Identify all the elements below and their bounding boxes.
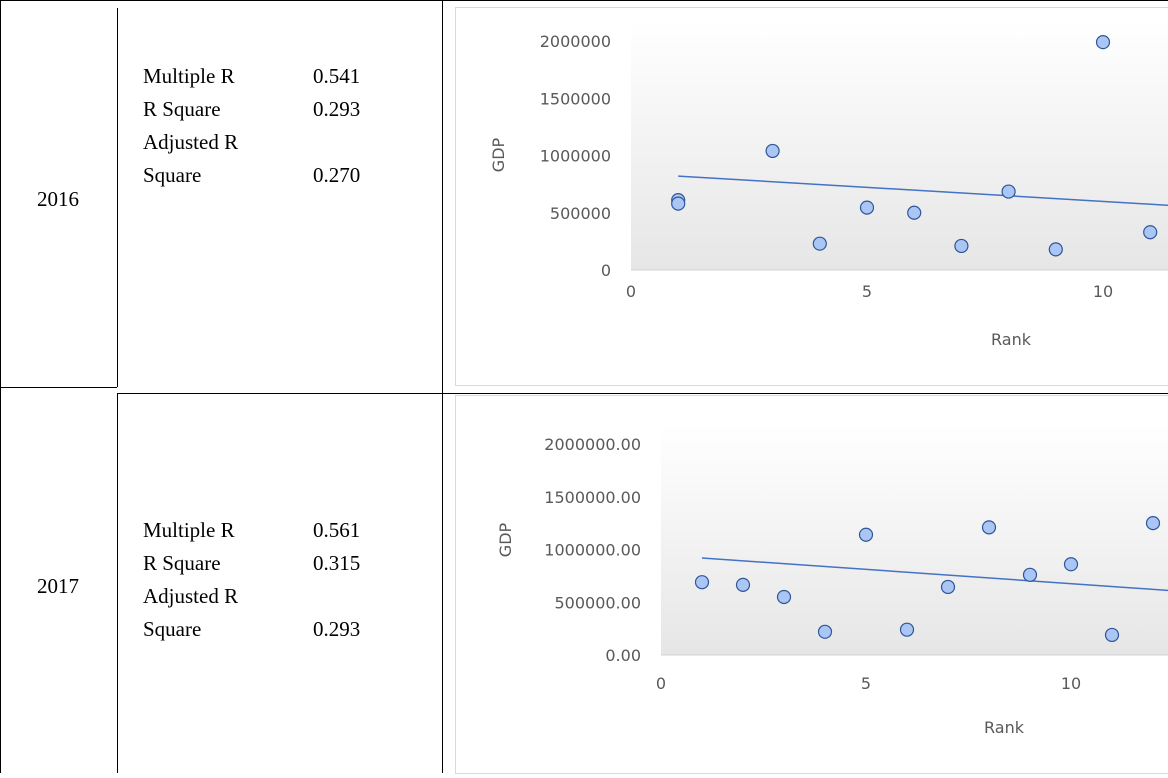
y-tick-label: 0.00 xyxy=(605,646,641,665)
r-square-value: 0.315 xyxy=(313,551,361,575)
data-point xyxy=(859,200,875,215)
year-label-2016: 2016 xyxy=(37,187,79,211)
adjusted-r-square-value: 0.270 xyxy=(313,163,361,187)
table-row-divider-b xyxy=(117,393,1168,394)
r-square-value: 0.293 xyxy=(313,97,361,121)
data-point xyxy=(1143,225,1158,240)
data-point xyxy=(1048,242,1063,257)
data-point xyxy=(981,520,997,535)
multiple-r-value: 0.561 xyxy=(313,518,361,542)
table-border-left xyxy=(0,0,1,773)
adjusted-r-label: Adjusted R xyxy=(143,130,239,154)
adjusted-r-label-2: Square xyxy=(143,617,202,641)
r-square-label: R Square xyxy=(143,551,221,575)
y-tick-label: 2000000.00 xyxy=(544,435,641,454)
data-point xyxy=(1001,184,1016,199)
data-point xyxy=(1104,627,1120,643)
y-tick-label: 500000.00 xyxy=(554,593,641,612)
x-tick-label: 5 xyxy=(862,282,872,301)
adjusted-r-square-row-2: Square 0.270 xyxy=(143,159,423,192)
table-row-divider-a xyxy=(0,387,117,388)
multiple-r-label: Multiple R xyxy=(143,518,235,542)
r-square-label: R Square xyxy=(143,97,221,121)
data-point xyxy=(899,622,915,637)
adjusted-r-square-row: Adjusted R xyxy=(143,580,423,613)
r-square-row: R Square 0.315 xyxy=(143,547,423,580)
trendline xyxy=(678,175,1168,207)
data-point xyxy=(954,238,969,254)
table-border-top xyxy=(0,0,1168,1)
plot-area xyxy=(661,424,1168,655)
r-square-row: R Square 0.293 xyxy=(143,93,423,126)
plot-area xyxy=(631,21,1168,270)
y-tick-label: 1000000 xyxy=(540,147,611,166)
x-axis-title: Rank xyxy=(991,330,1032,349)
x-tick-label: 5 xyxy=(861,674,871,693)
adjusted-r-square-value: 0.293 xyxy=(313,617,361,641)
data-point xyxy=(765,143,780,159)
y-tick-label: 1500000 xyxy=(540,89,611,108)
data-point xyxy=(671,196,686,211)
year-label-2017: 2017 xyxy=(37,574,79,598)
x-tick-label: 0 xyxy=(626,282,636,301)
data-point xyxy=(694,575,710,590)
table-col-divider-1-bottom xyxy=(117,393,118,773)
multiple-r-value: 0.541 xyxy=(313,64,361,88)
y-axis-title: GDP xyxy=(489,137,508,172)
y-axis-title: GDP xyxy=(496,522,515,557)
y-tick-label: 1000000.00 xyxy=(544,541,641,560)
data-point xyxy=(1022,567,1038,582)
scatter-chart-2017: 0.00 500000.00 1000000.00 1500000.00 2000000… xyxy=(496,424,1168,737)
y-tick-label: 1500000.00 xyxy=(544,488,641,507)
data-point xyxy=(907,205,922,220)
adjusted-r-square-row-2: Square 0.293 xyxy=(143,613,423,646)
regression-stats-2016: Multiple R 0.541 R Square 0.293 Adjusted… xyxy=(143,60,423,192)
x-axis-title: Rank xyxy=(984,718,1025,737)
adjusted-r-label: Adjusted R xyxy=(143,584,239,608)
data-point xyxy=(940,579,956,595)
adjusted-r-label-2: Square xyxy=(143,163,202,187)
multiple-r-row: Multiple R 0.541 xyxy=(143,60,423,93)
data-point xyxy=(812,236,827,251)
y-tick-label: 2000000 xyxy=(540,32,611,51)
x-tick-label: 0 xyxy=(656,674,666,693)
x-tick-label: 10 xyxy=(1093,282,1113,301)
adjusted-r-square-row: Adjusted R xyxy=(143,126,423,159)
data-point xyxy=(1095,35,1111,50)
multiple-r-row: Multiple R 0.561 xyxy=(143,514,423,547)
data-point xyxy=(735,577,751,592)
data-point xyxy=(1145,516,1161,531)
table-col-divider-1-top xyxy=(117,8,118,387)
chart-frame-2016: 050000010000001500000200000005101520GDPR… xyxy=(455,7,1168,386)
y-tick-label: 500000 xyxy=(550,204,611,223)
data-point xyxy=(776,589,792,605)
scatter-chart-2016: 050000010000001500000200000005101520GDPR… xyxy=(489,21,1168,349)
chart-frame-2017: 0.00 500000.00 1000000.00 1500000.00 2000000… xyxy=(455,395,1168,774)
multiple-r-label: Multiple R xyxy=(143,64,235,88)
data-point xyxy=(1063,557,1079,572)
table-row-divider-c xyxy=(117,8,118,9)
data-point xyxy=(817,624,833,639)
x-tick-label: 10 xyxy=(1061,674,1081,693)
data-point xyxy=(858,527,874,542)
y-tick-label: 0 xyxy=(601,261,611,280)
regression-stats-2017: Multiple R 0.561 R Square 0.315 Adjusted… xyxy=(143,514,423,646)
table-col-divider-2 xyxy=(442,0,443,773)
trendline xyxy=(701,557,1168,592)
